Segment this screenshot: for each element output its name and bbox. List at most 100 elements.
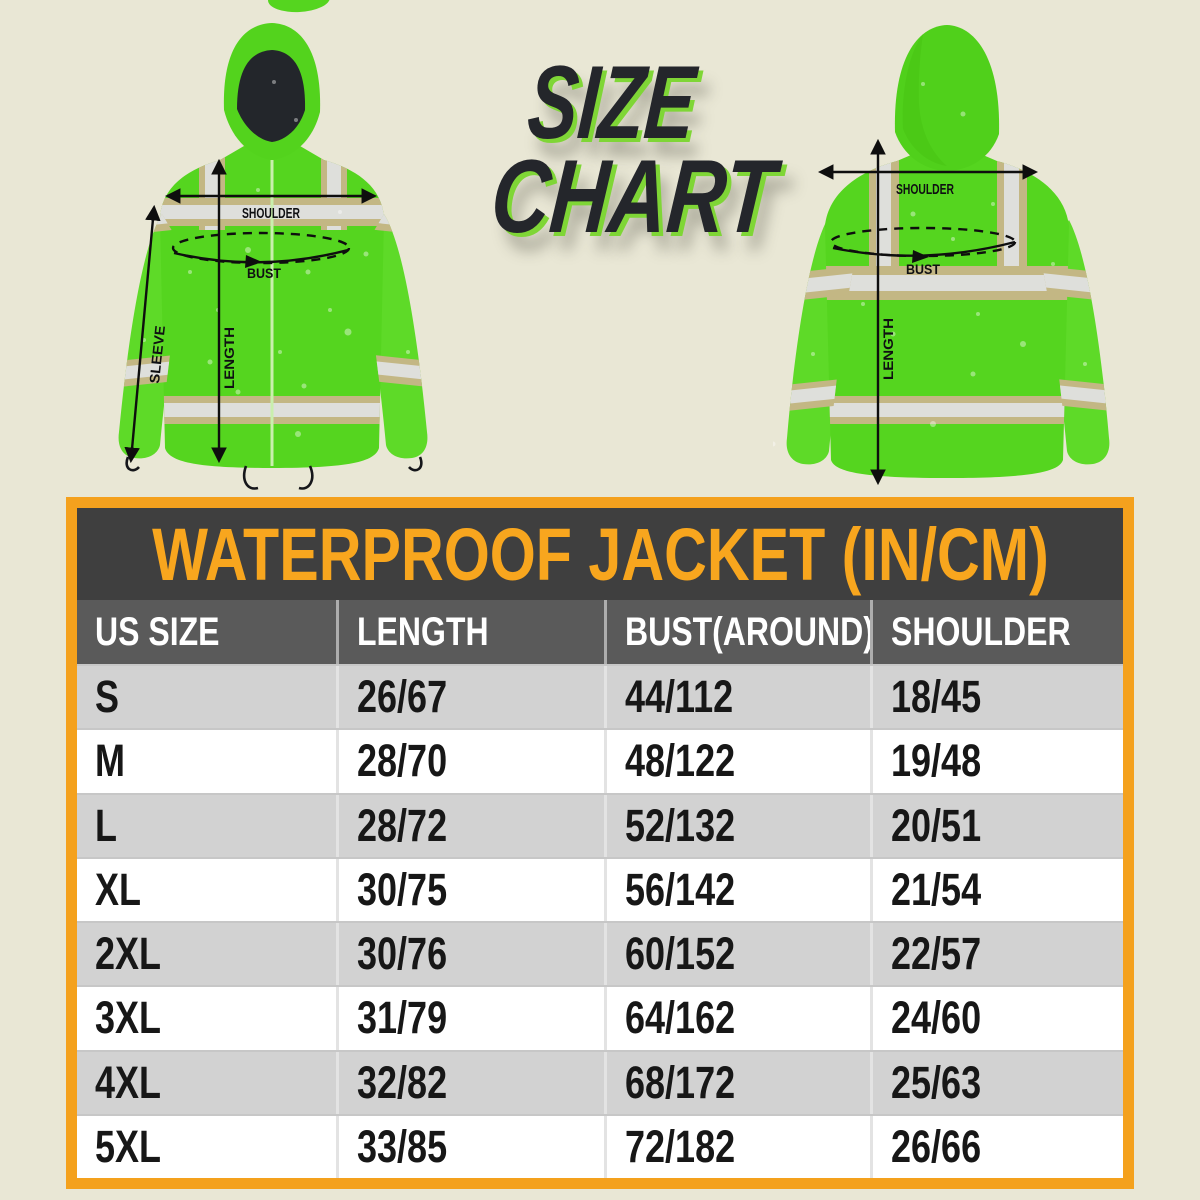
cell-length: 30/75 <box>336 858 604 921</box>
cell-us-size: 5XL <box>77 1116 336 1178</box>
cell-shoulder: 20/51 <box>869 794 1123 857</box>
table-row: 3XL 31/79 64/162 24/60 <box>77 985 1123 1050</box>
size-chart-table: WATERPROOF JACKET (IN/CM) US SIZE LENGTH… <box>66 497 1134 1189</box>
cell-value: S <box>95 671 120 723</box>
title-line-2: CHART <box>487 139 780 255</box>
cell-us-size: M <box>77 730 336 792</box>
front-jacket-illustration: SHOULDER BUST SLEEVE LENGTH <box>118 23 428 490</box>
column-header-label: US SIZE <box>95 609 220 654</box>
cell-value: 48/122 <box>625 735 736 787</box>
cell-length: 30/76 <box>336 923 604 986</box>
cell-value: 26/67 <box>357 671 448 723</box>
table-row: 5XL 33/85 72/182 26/66 <box>77 1113 1123 1178</box>
cell-value: 33/85 <box>357 1120 448 1172</box>
cell-value: 19/48 <box>890 735 981 787</box>
table-title-bar: WATERPROOF JACKET (IN/CM) <box>77 508 1123 600</box>
cell-length: 33/85 <box>336 1115 604 1178</box>
table-row: 2XL 30/76 60/152 22/57 <box>77 921 1123 986</box>
cell-value: 56/142 <box>625 863 736 915</box>
table-row: S 26/67 44/112 18/45 <box>77 664 1123 729</box>
front-bust-arrowhead <box>245 255 262 268</box>
cell-bust: 48/122 <box>604 730 870 793</box>
cell-bust: 60/152 <box>604 923 870 986</box>
front-sleeve-label: SLEEVE <box>146 325 168 384</box>
cell-us-size: 4XL <box>77 1052 336 1114</box>
cell-value: L <box>95 799 117 851</box>
cell-value: 26/66 <box>890 1120 981 1172</box>
cell-value: 28/70 <box>357 735 448 787</box>
column-header-label: LENGTH <box>357 609 489 654</box>
back-shoulder-label: SHOULDER <box>896 182 954 198</box>
cell-value: 20/51 <box>890 799 981 851</box>
back-bust-arrowhead <box>912 250 929 263</box>
cell-us-size: L <box>77 795 336 857</box>
front-bust-ellipse <box>171 231 351 265</box>
cell-value: 22/57 <box>890 928 981 980</box>
drawcords <box>125 456 423 490</box>
cell-bust: 52/132 <box>604 794 870 857</box>
cell-value: 30/76 <box>357 928 448 980</box>
column-header-us-size: US SIZE <box>77 600 336 664</box>
table-row: 4XL 32/82 68/172 25/63 <box>77 1049 1123 1114</box>
column-header-bust: BUST(AROUND) <box>604 600 870 664</box>
cell-length: 28/70 <box>336 730 604 793</box>
cell-us-size: 2XL <box>77 923 336 985</box>
cell-shoulder: 21/54 <box>869 858 1123 921</box>
cell-value: 24/60 <box>890 992 981 1044</box>
column-header-label: BUST(AROUND) <box>625 609 870 654</box>
back-length-label: LENGTH <box>880 318 896 380</box>
front-length-label: LENGTH <box>221 327 237 389</box>
cell-bust: 68/172 <box>604 1051 870 1114</box>
back-bust-label: BUST <box>906 261 940 277</box>
cell-value: 28/72 <box>357 799 448 851</box>
cell-value: 52/132 <box>625 799 736 851</box>
table-header-row: US SIZE LENGTH BUST(AROUND) SHOULDER <box>77 600 1123 664</box>
table-title: WATERPROOF JACKET (IN/CM) <box>151 512 1049 596</box>
table-row: L 28/72 52/132 20/51 <box>77 792 1123 857</box>
table-row: M 28/70 48/122 19/48 <box>77 728 1123 793</box>
cell-value: 18/45 <box>890 671 981 723</box>
cell-value: 21/54 <box>890 863 981 915</box>
cell-value: 31/79 <box>357 992 448 1044</box>
front-shoulder-label: SHOULDER <box>242 206 300 222</box>
cell-value: M <box>95 735 125 787</box>
cell-value: 3XL <box>95 992 162 1044</box>
cell-us-size: S <box>77 666 336 728</box>
cell-value: 68/172 <box>625 1056 736 1108</box>
cell-value: XL <box>95 863 142 915</box>
cell-length: 31/79 <box>336 987 604 1050</box>
cell-value: 44/112 <box>625 671 734 723</box>
page-title: SIZE CHART <box>452 36 779 255</box>
front-sleeve-arrow <box>124 204 161 464</box>
front-measurement-arrows <box>124 158 378 464</box>
water-droplets <box>773 82 1087 447</box>
cell-shoulder: 25/63 <box>869 1051 1123 1114</box>
cell-length: 32/82 <box>336 1051 604 1114</box>
cell-bust: 72/182 <box>604 1115 870 1178</box>
cell-shoulder: 26/66 <box>869 1115 1123 1178</box>
cell-length: 26/67 <box>336 666 604 729</box>
cell-value: 4XL <box>95 1056 162 1108</box>
front-bust-label: BUST <box>247 265 281 281</box>
cell-value: 25/63 <box>890 1056 981 1108</box>
cell-us-size: XL <box>77 859 336 921</box>
cell-value: 30/75 <box>357 863 448 915</box>
cell-bust: 56/142 <box>604 858 870 921</box>
cell-us-size: 3XL <box>77 987 336 1049</box>
cell-value: 60/152 <box>625 928 736 980</box>
column-header-shoulder: SHOULDER <box>869 600 1123 664</box>
column-header-label: SHOULDER <box>890 609 1071 654</box>
column-header-length: LENGTH <box>336 600 604 664</box>
cell-value: 2XL <box>95 928 162 980</box>
cell-shoulder: 22/57 <box>869 923 1123 986</box>
cell-value: 5XL <box>95 1120 162 1172</box>
cell-bust: 64/162 <box>604 987 870 1050</box>
cell-shoulder: 19/48 <box>869 730 1123 793</box>
front-hood-opening <box>237 50 306 142</box>
cell-bust: 44/112 <box>604 666 870 729</box>
cell-value: 32/82 <box>357 1056 448 1108</box>
cell-length: 28/72 <box>336 794 604 857</box>
cell-shoulder: 24/60 <box>869 987 1123 1050</box>
cell-value: 72/182 <box>625 1120 736 1172</box>
